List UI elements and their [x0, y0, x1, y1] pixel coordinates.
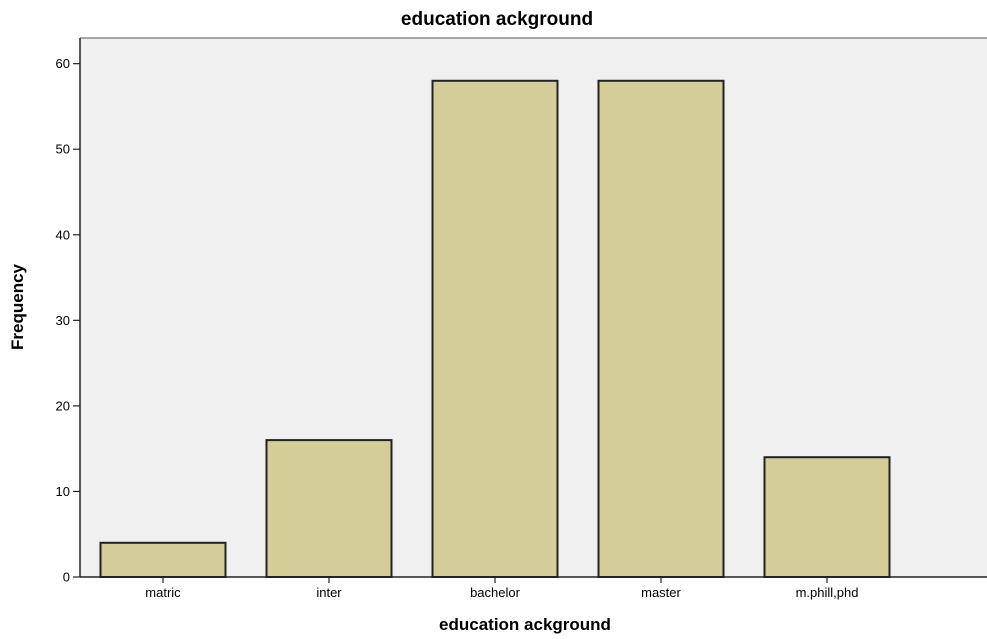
bar-m-phill-phd: [763, 456, 891, 579]
y-tick-label: 30: [56, 313, 70, 328]
bar-inter: [265, 439, 393, 578]
y-tick-label: 60: [56, 56, 70, 71]
y-tick-label: 0: [63, 570, 70, 585]
y-axis-title: Frequency: [8, 263, 27, 350]
chart-title: education ackground: [401, 9, 593, 30]
x-tick-label: matric: [145, 585, 181, 600]
bar-master: [597, 79, 725, 579]
x-axis-title: education ackground: [439, 615, 611, 634]
x-tick-label: bachelor: [470, 585, 521, 600]
y-tick-label: 10: [56, 484, 70, 499]
y-axis: 0 10 20 30 40 50 60: [56, 37, 987, 585]
bar-bachelor: [431, 79, 559, 579]
x-tick-label: master: [641, 585, 681, 600]
y-tick-label: 50: [56, 142, 70, 157]
y-tick-label: 40: [56, 227, 70, 242]
x-tick-label: m.phill,phd: [796, 585, 859, 600]
x-axis: matric inter bachelor master m.phill,phd: [80, 576, 987, 600]
y-tick-label: 20: [56, 398, 70, 413]
x-tick-label: inter: [316, 585, 342, 600]
bar-matric: [99, 541, 227, 578]
bars-group: [99, 79, 891, 579]
